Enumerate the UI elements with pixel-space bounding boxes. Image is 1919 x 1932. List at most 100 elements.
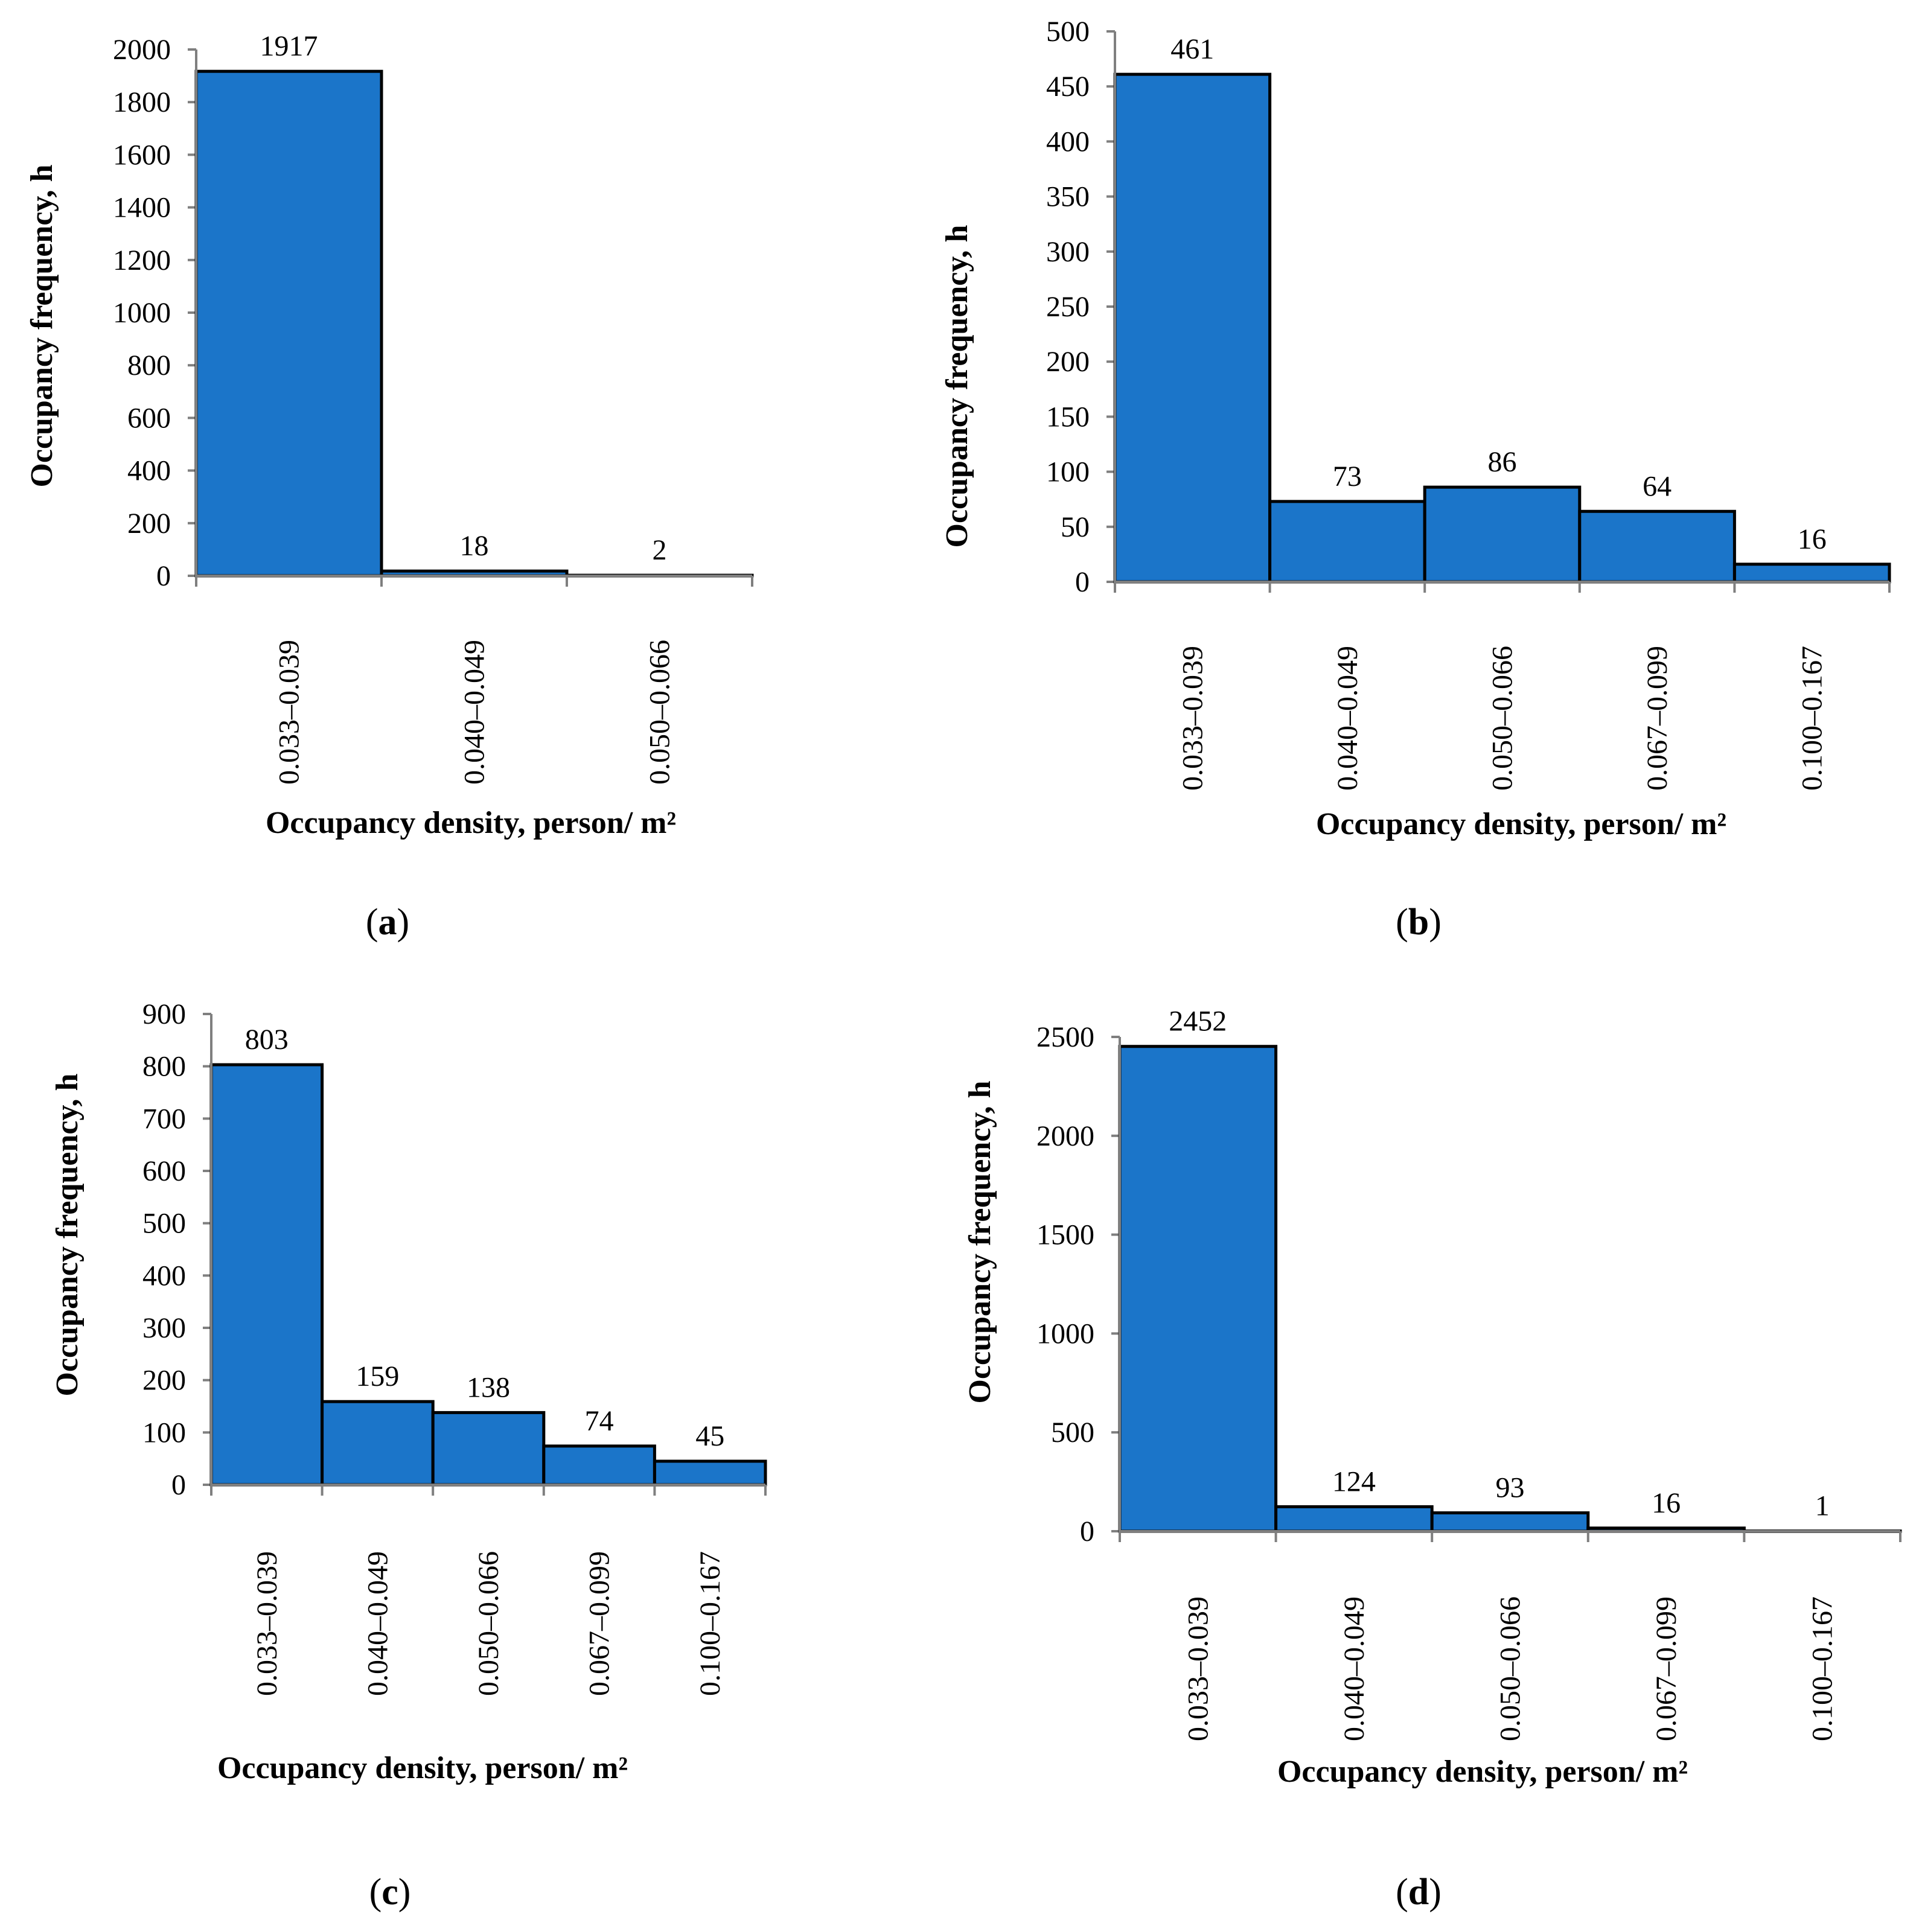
y-tick-label: 150 <box>1046 401 1090 433</box>
x-axis-title: Occupancy density, person/ m² <box>1277 1755 1688 1789</box>
data-label: 73 <box>1333 461 1362 493</box>
x-tick-label: 0.050–0.066 <box>1487 646 1519 791</box>
y-tick-label: 100 <box>142 1417 186 1449</box>
data-label: 2 <box>653 534 667 566</box>
data-label: 93 <box>1496 1472 1525 1504</box>
y-tick-label: 400 <box>1046 126 1090 158</box>
x-tick-label: 0.033–0.039 <box>1182 1596 1214 1741</box>
chart-panel-a: Occupancy frequency, h Occupancy density… <box>25 30 754 840</box>
x-tick-label: 0.040–0.049 <box>1332 646 1364 791</box>
y-tick-label: 1600 <box>113 139 171 171</box>
caption-open: ( <box>366 902 378 943</box>
x-tick-label: 0.040–0.049 <box>362 1551 394 1696</box>
data-label: 803 <box>245 1024 289 1056</box>
data-label: 1 <box>1815 1490 1830 1522</box>
y-tick-label: 1400 <box>113 192 171 224</box>
x-axis-title: Occupancy density, person/ m² <box>217 1751 628 1785</box>
y-tick-label: 500 <box>1051 1417 1094 1449</box>
y-axis-title: Occupancy frequency, h <box>25 164 59 487</box>
caption-open: ( <box>369 1872 382 1913</box>
x-tick-label: 0.100–0.167 <box>694 1551 726 1696</box>
y-tick-label: 350 <box>1046 181 1090 213</box>
bar <box>653 1459 767 1487</box>
x-axis-title: Occupancy density, person/ m² <box>1316 807 1726 841</box>
chart-panel-b: Occupancy frequency, h Occupancy density… <box>940 16 1891 841</box>
data-label: 64 <box>1643 470 1672 502</box>
x-tick-label: 0.050–0.066 <box>473 1551 505 1696</box>
y-tick-label: 300 <box>1046 236 1090 268</box>
y-tick-label: 1800 <box>113 86 171 118</box>
caption-b: (b) <box>1396 902 1442 943</box>
y-tick-label: 250 <box>1046 291 1090 323</box>
y-tick-label: 1000 <box>1036 1318 1094 1350</box>
y-tick-label: 0 <box>1080 1516 1094 1548</box>
x-tick-label: 0.100–0.167 <box>1807 1596 1839 1741</box>
caption-open: ( <box>1396 902 1408 943</box>
data-label: 2452 <box>1169 1006 1227 1038</box>
y-tick-label: 800 <box>127 349 171 381</box>
svg-text:(c): (c) <box>369 1872 411 1913</box>
caption-close: ) <box>1429 1872 1442 1913</box>
bar <box>1578 509 1736 584</box>
bar <box>1113 72 1272 584</box>
x-tick-label: 0.067–0.099 <box>1650 1596 1682 1741</box>
x-tick-label: 0.033–0.039 <box>1177 646 1209 791</box>
x-tick-label: 0.067–0.099 <box>584 1551 616 1696</box>
bar <box>542 1444 656 1487</box>
y-tick-label: 600 <box>142 1155 186 1187</box>
x-tick-label: 0.033–0.039 <box>273 640 305 785</box>
caption-close: ) <box>397 902 410 943</box>
y-tick-label: 2000 <box>1036 1120 1094 1152</box>
y-axis-title: Occupancy frequency, h <box>50 1073 85 1396</box>
caption-letter: a <box>378 902 397 943</box>
y-tick-label: 2500 <box>1036 1021 1094 1053</box>
data-label: 16 <box>1652 1487 1681 1519</box>
y-tick-label: 1000 <box>113 297 171 329</box>
y-tick-label: 400 <box>142 1260 186 1292</box>
y-tick-label: 0 <box>1075 566 1090 598</box>
caption-a: (a) <box>366 902 409 943</box>
y-tick-label: 450 <box>1046 71 1090 103</box>
y-tick-label: 1500 <box>1036 1219 1094 1251</box>
y-axis-title: Occupancy frequency, h <box>963 1080 997 1403</box>
y-tick-label: 200 <box>127 508 171 540</box>
y-tick-label: 700 <box>142 1103 186 1135</box>
caption-letter: d <box>1408 1872 1429 1913</box>
x-tick-label: 0.050–0.066 <box>1495 1596 1527 1741</box>
svg-text:(b): (b) <box>1396 902 1442 943</box>
bar <box>1268 500 1426 584</box>
y-tick-label: 0 <box>156 560 171 592</box>
caption-c: (c) <box>369 1872 411 1913</box>
y-tick-label: 400 <box>127 455 171 487</box>
y-tick-label: 200 <box>142 1365 186 1397</box>
data-label: 16 <box>1798 523 1827 555</box>
caption-close: ) <box>1429 902 1442 943</box>
caption-d: (d) <box>1396 1872 1442 1913</box>
y-tick-label: 900 <box>142 998 186 1030</box>
x-tick-label: 0.067–0.099 <box>1641 646 1673 791</box>
data-label: 124 <box>1332 1465 1376 1497</box>
bar <box>1118 1045 1278 1533</box>
x-tick-label: 0.050–0.066 <box>644 640 676 785</box>
y-tick-label: 100 <box>1046 456 1090 488</box>
caption-letter: c <box>382 1872 398 1913</box>
caption-open: ( <box>1396 1872 1408 1913</box>
caption-letter: b <box>1408 902 1429 943</box>
x-tick-label: 0.100–0.167 <box>1796 646 1828 791</box>
x-tick-label: 0.040–0.049 <box>459 640 491 785</box>
data-label: 45 <box>695 1420 724 1452</box>
data-label: 86 <box>1488 446 1517 478</box>
caption-close: ) <box>398 1872 411 1913</box>
chart-panel-d: Occupancy frequency, h Occupancy density… <box>963 1006 1902 1789</box>
data-label: 159 <box>356 1360 399 1392</box>
y-axis-title: Occupancy frequency, h <box>940 225 974 547</box>
bar <box>209 1063 324 1487</box>
y-tick-label: 200 <box>1046 346 1090 378</box>
bar <box>194 69 383 578</box>
y-tick-label: 800 <box>142 1051 186 1083</box>
x-axis-title: Occupancy density, person/ m² <box>266 806 676 840</box>
bar <box>321 1400 435 1487</box>
x-tick-label: 0.033–0.039 <box>251 1551 283 1696</box>
svg-text:(a): (a) <box>366 902 409 943</box>
